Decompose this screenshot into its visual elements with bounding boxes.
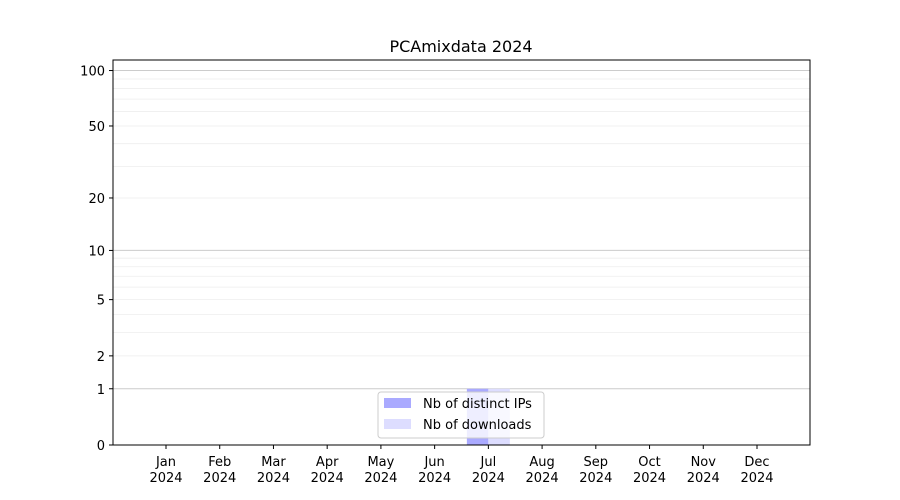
y-tick-label: 100: [80, 65, 105, 80]
x-tick-label: 2024: [687, 471, 720, 486]
x-tick-label: Aug: [529, 455, 554, 470]
y-tick-label: 50: [88, 120, 105, 135]
legend-label: Nb of distinct IPs: [423, 397, 532, 412]
x-tick-label: 2024: [364, 471, 397, 486]
x-tick-label: Oct: [638, 455, 660, 470]
x-tick-label: 2024: [418, 471, 451, 486]
x-tick-label: 2024: [633, 471, 666, 486]
x-tick-label: 2024: [257, 471, 290, 486]
y-tick-label: 2: [97, 350, 105, 365]
x-tick-label: Sep: [584, 455, 609, 470]
x-tick-label: Dec: [744, 455, 769, 470]
x-tick-label: Jan: [155, 455, 176, 470]
plot-frame: [112, 59, 811, 446]
x-tick-label: May: [367, 455, 394, 470]
legend: Nb of distinct IPs Nb of downloads: [377, 391, 545, 439]
legend-box: [377, 391, 545, 439]
x-tick-label: Apr: [316, 455, 339, 470]
x-tick-label: Feb: [208, 455, 231, 470]
x-tick-label: Mar: [261, 455, 286, 470]
legend-label: Nb of downloads: [423, 418, 532, 433]
x-tick-label: 2024: [579, 471, 612, 486]
x-tick-label: 2024: [472, 471, 505, 486]
y-tick-label: 0: [97, 439, 105, 454]
y-tick-label: 10: [88, 244, 105, 259]
x-tick-label: Jul: [480, 455, 497, 470]
x-tick-label: Jun: [423, 455, 444, 470]
x-tick-label: Nov: [691, 455, 717, 470]
x-tick-label: 2024: [526, 471, 559, 486]
legend-swatch: [384, 398, 411, 408]
x-tick-label: 2024: [203, 471, 236, 486]
chart-title: PCAmixdata 2024: [389, 37, 532, 56]
y-tick-label: 20: [88, 192, 105, 207]
x-tick-label: 2024: [311, 471, 344, 486]
x-tick-label: 2024: [740, 471, 773, 486]
y-tick-label: 5: [97, 294, 105, 309]
x-tick-label: 2024: [149, 471, 182, 486]
y-tick-label: 1: [97, 383, 105, 398]
legend-swatch: [384, 419, 411, 429]
